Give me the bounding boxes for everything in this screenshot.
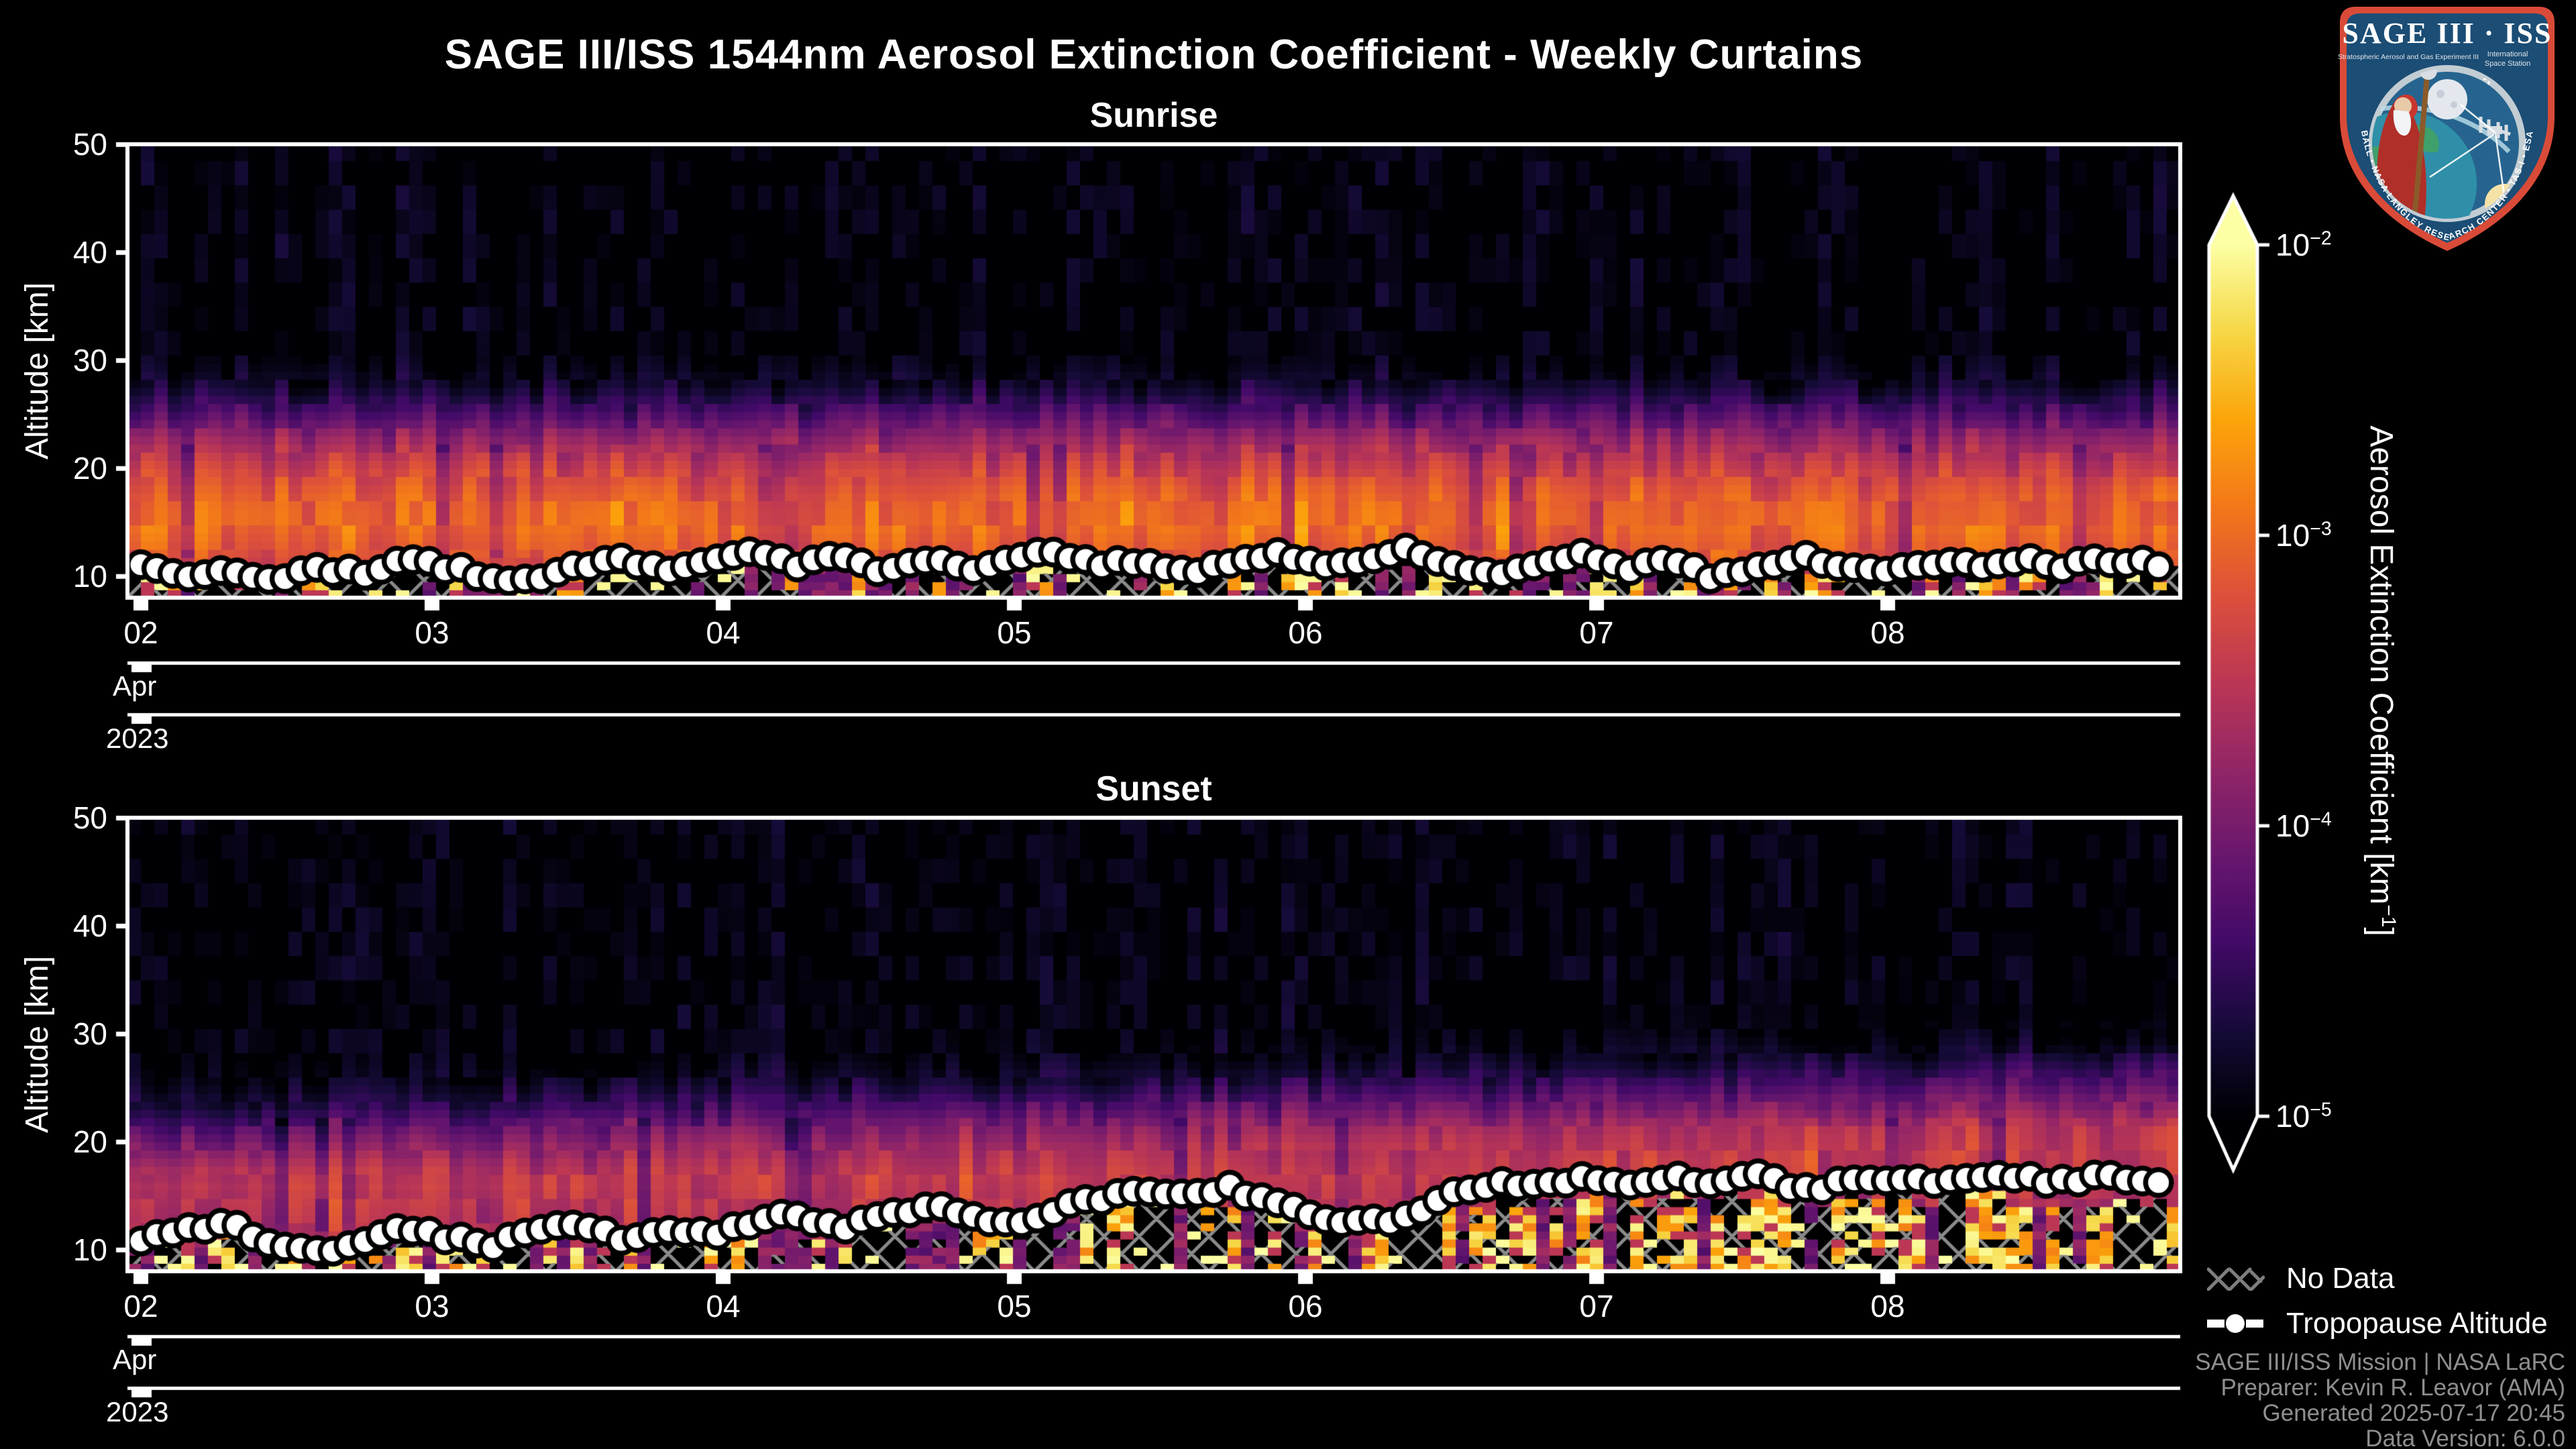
y-tick-label: 20 — [72, 450, 107, 486]
colorbar-label-pre: Aerosol Extinction Coefficient [km — [2363, 425, 2399, 905]
x-tick-label: 06 — [1288, 1289, 1323, 1324]
colorbar-axis-label: Aerosol Extinction Coefficient [km−1] — [2363, 211, 2408, 1150]
x-tick-label: 02 — [123, 615, 158, 650]
tropopause-line-icon — [2207, 1314, 2263, 1333]
x-tick-label: 05 — [997, 615, 1032, 650]
page-title: SAGE III/ISS 1544nm Aerosol Extinction C… — [444, 32, 1864, 78]
year-offset-label-sunrise: 2023 — [106, 722, 169, 754]
colorbar-tick-label: 10−4 — [2275, 808, 2332, 843]
y-tick-label: 30 — [72, 1016, 107, 1051]
month-offset-label-sunrise: Apr — [113, 670, 157, 702]
logo-subtitle-left: Stratospheric Aerosol and Gas Experiment… — [2338, 53, 2479, 61]
attribution-generated: Generated 2025-07-17 20:45 — [2262, 1400, 2565, 1426]
attribution-version: Data Version: 6.0.0 — [2365, 1426, 2565, 1449]
legend-no-data-label: No Data — [2286, 1262, 2395, 1295]
colorbar-tick-label: 10−2 — [2275, 227, 2332, 262]
iss — [2479, 117, 2511, 141]
x-tick-label: 07 — [1579, 615, 1614, 650]
month-offset-label-sunset: Apr — [113, 1344, 157, 1375]
x-tick-label: 07 — [1579, 1289, 1614, 1324]
y-tick-label: 40 — [72, 234, 107, 270]
y-tick-label: 10 — [72, 558, 107, 594]
x-tick-label: 08 — [1870, 615, 1905, 650]
colorbar-label-sup: −1 — [2377, 904, 2400, 928]
x-tick-label: 05 — [997, 1289, 1032, 1324]
x-tick-label: 08 — [1870, 1289, 1905, 1324]
panel-title-sunset: Sunset — [1095, 769, 1212, 808]
x-tick-label: 02 — [123, 1289, 158, 1324]
wizard — [2377, 68, 2437, 219]
logo-subtitle-right-1: International — [2487, 50, 2528, 58]
observation-beams — [2429, 104, 2506, 201]
moon — [2427, 79, 2467, 119]
year-offset-label-sunset: 2023 — [106, 1396, 169, 1428]
y-tick-label: 10 — [72, 1232, 107, 1267]
logo-subtitle-right-2: Space Station — [2485, 60, 2531, 68]
sage-iii-iss-mission-patch-logo: SAGE III · ISS Stratospheric Aerosol and… — [2338, 7, 2555, 251]
no-data-hatch-icon — [2207, 1267, 2265, 1291]
y-tick-label: 20 — [72, 1124, 107, 1159]
x-tick-label: 03 — [415, 615, 449, 650]
y-tick-label: 50 — [72, 127, 107, 162]
colorbar-tick-label: 10−5 — [2275, 1099, 2332, 1134]
y-tick-label: 40 — [72, 908, 107, 943]
logo-title: SAGE III · ISS — [2343, 17, 2553, 50]
x-tick-label: 06 — [1288, 615, 1323, 650]
x-tick-label: 04 — [706, 1289, 741, 1324]
attribution-block: SAGE III/ISS Mission | NASA LaRC Prepare… — [2195, 1350, 2565, 1449]
colorbar-label-post: ] — [2363, 927, 2399, 936]
atmosphere-arc — [2372, 105, 2511, 154]
attribution-preparer: Preparer: Kevin R. Leavor (AMA) — [2220, 1375, 2565, 1401]
attribution-mission: SAGE III/ISS Mission | NASA LaRC — [2195, 1349, 2565, 1375]
x-tick-label: 04 — [706, 615, 741, 650]
legend-tropopause-label: Tropopause Altitude — [2286, 1307, 2548, 1340]
x-tick-label: 03 — [415, 1289, 449, 1324]
colorbar-tick-label: 10−3 — [2275, 518, 2332, 553]
panel-title-sunrise: Sunrise — [1089, 96, 1218, 135]
y-tick-label: 30 — [72, 342, 107, 378]
y-tick-label: 50 — [72, 800, 107, 835]
